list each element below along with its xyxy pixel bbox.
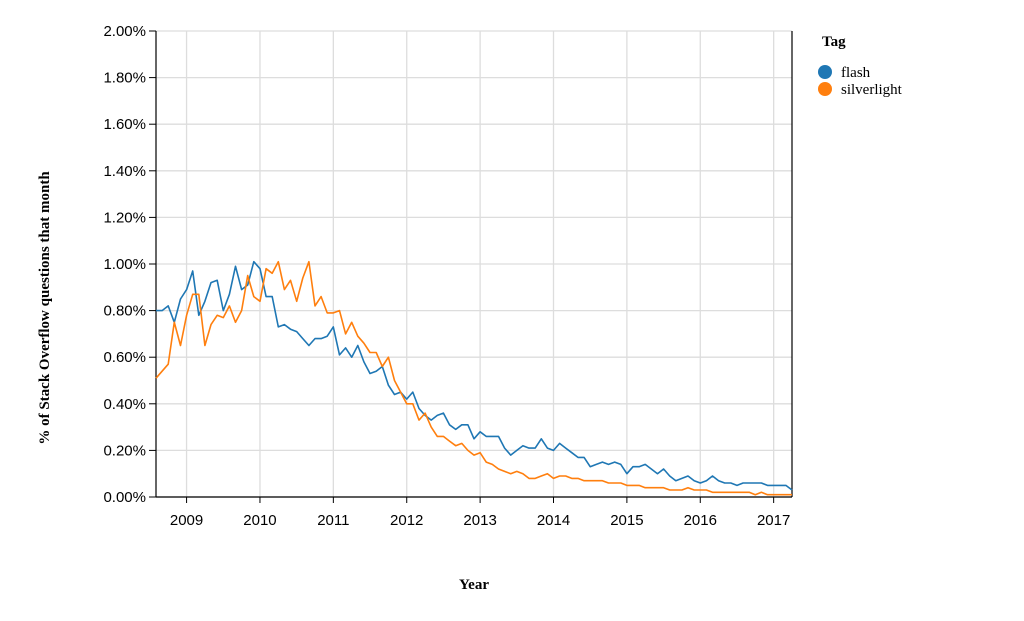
y-tick-label: 0.40% (103, 396, 146, 413)
y-tick-label: 1.00% (103, 256, 146, 273)
y-tick-label: 0.80% (103, 303, 146, 320)
legend-swatch-silverlight (818, 82, 832, 96)
y-tick-label: 1.60% (103, 116, 146, 133)
x-axis-title: Year (459, 577, 489, 593)
legend-label-silverlight: silverlight (841, 82, 903, 98)
legend-title: Tag (822, 34, 846, 50)
y-tick-label: 1.20% (103, 209, 146, 226)
x-tick-label: 2010 (243, 512, 276, 529)
grid (156, 30, 792, 498)
x-tick-label: 2017 (757, 512, 790, 529)
y-tick-label: 0.20% (103, 442, 146, 459)
y-axis-title: % of Stack Overflow questions that month (37, 171, 53, 445)
x-tick-label: 2016 (684, 512, 717, 529)
y-tick-label: 1.40% (103, 163, 146, 180)
y-tick-label: 0.60% (103, 349, 146, 366)
x-tick-label: 2011 (317, 512, 349, 529)
x-tick-label: 2012 (390, 512, 423, 529)
series-line-flash (156, 260, 793, 491)
x-tick-label: 2014 (537, 512, 570, 529)
x-axis: 2009 2010 2011 2012 2013 2014 2015 2016 2017 (156, 31, 793, 529)
x-tick-label: 2013 (463, 512, 496, 529)
legend-swatch-flash (818, 65, 832, 79)
y-tick-label: 2.00% (103, 23, 146, 40)
series-layer (155, 260, 793, 496)
y-tick-label: 1.80% (103, 70, 146, 87)
y-tick-label: 0.00% (103, 489, 146, 506)
series-line-silverlight (155, 260, 792, 496)
legend-label-flash: flash (841, 65, 871, 81)
y-axis: 0.00% 0.20% 0.40% 0.60% 0.80% 1.00% 1.20% 1.40%… (103, 23, 157, 506)
x-tick-label: 2015 (610, 512, 643, 529)
x-tick-label: 2009 (170, 512, 203, 529)
